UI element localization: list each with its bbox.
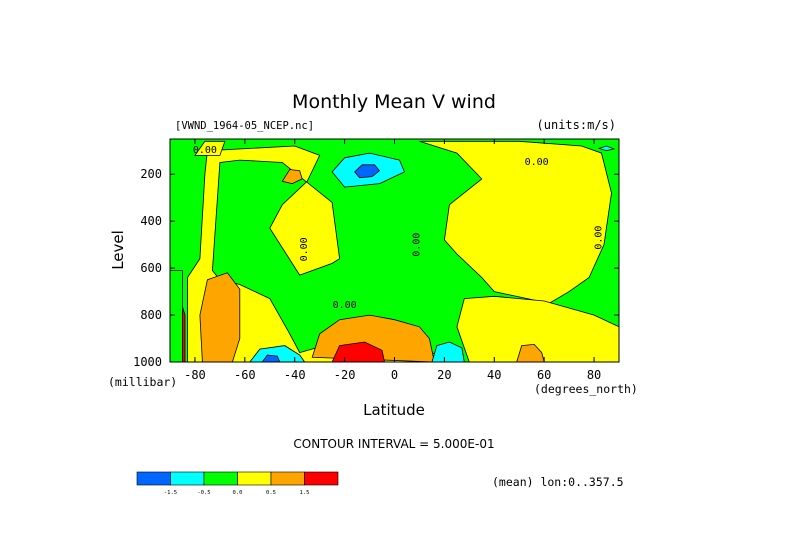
colorbar-label: 0.5 <box>266 490 276 496</box>
x-tick-label: 0 <box>391 368 398 382</box>
colorbar-swatch <box>136 471 171 486</box>
colorbar-label: 0.0 <box>233 490 243 496</box>
contour-interval: CONTOUR INTERVAL = 5.000E-01 <box>293 437 494 451</box>
x-tick-label: -80 <box>184 368 206 382</box>
x-tick-label: 60 <box>537 368 551 382</box>
x-tick-label: -40 <box>284 368 306 382</box>
contour-label: 0.00 <box>299 237 310 261</box>
colorbar-swatch <box>170 471 205 486</box>
contour-region-7 <box>281 169 303 185</box>
x-tick-label: 40 <box>487 368 501 382</box>
y-tick-label: 400 <box>140 214 162 228</box>
contour-label: 0.00 <box>193 145 217 156</box>
colorbar-label: 1.5 <box>300 490 310 496</box>
contour-region-5 <box>194 140 226 156</box>
y-axis-ticks: 200 400 600 800 1000 <box>133 167 619 369</box>
colorbar-swatch <box>304 471 339 486</box>
mean-note: (mean) lon:0..357.5 <box>492 475 624 489</box>
y-tick-label: 800 <box>140 308 162 322</box>
y-tick-label: 600 <box>140 261 162 275</box>
contour-region-1 <box>354 164 381 179</box>
contour-regions <box>169 140 620 363</box>
y-axis-unit: (millibar) <box>108 375 177 389</box>
units-label: (units:m/s) <box>537 118 616 132</box>
colorbar-swatch <box>203 471 238 486</box>
x-tick-label: -60 <box>234 368 256 382</box>
y-tick-label: 200 <box>140 167 162 181</box>
dataset-label: [VWND_1964-05_NCEP.nc] <box>175 120 314 132</box>
contour-region-12 <box>169 270 183 363</box>
x-tick-label: -20 <box>334 368 356 382</box>
x-axis-ticks: -80 -60 -40 -20 0 20 40 60 80 <box>184 139 601 382</box>
contour-label: 0.00 <box>594 226 605 250</box>
chart-title: Monthly Mean V wind <box>292 91 496 113</box>
x-tick-label: 80 <box>587 368 601 382</box>
colorbar: -1.5 -0.5 0.0 0.5 1.5 <box>136 471 339 496</box>
colorbar-label: -0.5 <box>197 490 210 496</box>
x-axis-label: Latitude <box>363 401 425 419</box>
colorbar-swatch <box>270 471 305 486</box>
contour-region-16 <box>597 145 616 152</box>
y-axis-label: Level <box>109 230 127 270</box>
y-tick-label: 1000 <box>133 355 162 369</box>
colorbar-label: -1.5 <box>164 490 177 496</box>
contour-region-6 <box>199 272 241 363</box>
plot-area: 0.000.000.00 0.00 0.000.00 -80 -60 -40 -20 0 20… <box>133 138 620 382</box>
contour-label: 0.00 <box>525 157 549 168</box>
colorbar-swatch <box>237 471 272 486</box>
x-tick-label: 20 <box>437 368 451 382</box>
contour-label: 0.00 <box>333 300 357 311</box>
contour-label: 0.00 <box>411 233 422 257</box>
x-axis-unit: (degrees_north) <box>534 382 638 396</box>
contour-labels: 0.00 0.00 0.00 0.00 0.00 0.00 <box>193 145 605 311</box>
